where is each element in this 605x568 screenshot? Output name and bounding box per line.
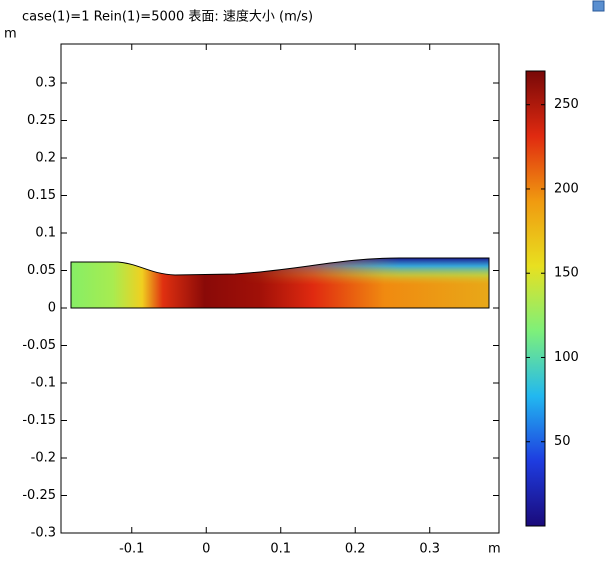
x-tick-label: 0.2 <box>345 542 366 557</box>
wall-layer <box>235 258 489 288</box>
y-tick-label: -0.05 <box>22 338 56 353</box>
y-tick-label: 0.05 <box>27 263 56 278</box>
domain-outline <box>70 257 490 309</box>
y-tick-label: 0.1 <box>35 226 56 241</box>
y-tick-label: 0 <box>48 301 56 316</box>
y-axis-label: m <box>4 27 17 42</box>
chart-title: case(1)=1 Rein(1)=5000 表面: 速度大小 (m/s) <box>22 9 313 25</box>
y-tick-label: -0.1 <box>31 376 56 391</box>
x-tick-label: 0.1 <box>270 542 291 557</box>
colorbar-tick-label: 50 <box>554 434 571 449</box>
x-tick-label: -0.1 <box>119 542 144 557</box>
y-tick-label: -0.15 <box>22 413 56 428</box>
y-tick-label: 0.15 <box>27 188 56 203</box>
y-tick-label: -0.25 <box>22 488 56 503</box>
y-tick-label: 0.3 <box>35 76 56 91</box>
plot-frame <box>60 43 500 534</box>
x-axis-label: m <box>488 542 501 557</box>
x-tick-label: 0 <box>202 542 210 557</box>
corner-icon <box>592 0 605 12</box>
y-tick-label: 0.25 <box>27 113 56 128</box>
colorbar-tick-label: 200 <box>554 181 579 196</box>
colorbar <box>525 70 546 527</box>
colorbar-tick-label: 250 <box>554 97 579 112</box>
y-tick-label: -0.2 <box>31 451 56 466</box>
y-tick-label: -0.3 <box>31 526 56 541</box>
colorbar-tick-label: 150 <box>554 266 579 281</box>
y-tick-label: 0.2 <box>35 151 56 166</box>
colorbar-tick-label: 100 <box>554 350 579 365</box>
x-tick-label: 0.3 <box>419 542 440 557</box>
